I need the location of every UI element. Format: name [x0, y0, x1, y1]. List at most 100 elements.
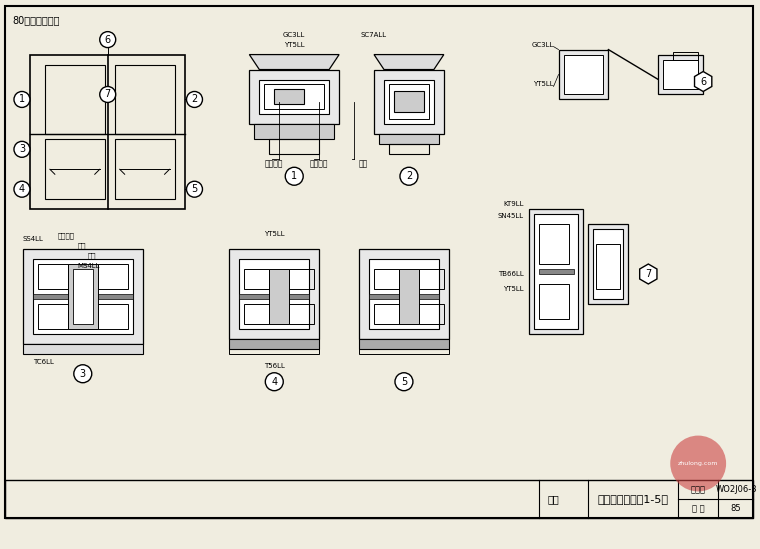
Circle shape [395, 373, 413, 391]
Bar [30, 54, 185, 209]
Bar [594, 229, 623, 299]
Bar [68, 264, 98, 329]
Circle shape [74, 365, 92, 383]
Text: 6: 6 [700, 76, 706, 87]
Bar [23, 249, 143, 344]
Text: 5: 5 [401, 377, 407, 386]
Polygon shape [249, 54, 339, 70]
Bar [588, 224, 629, 304]
Bar [539, 224, 568, 264]
Bar [673, 52, 698, 59]
Text: 80推拉窗（二）: 80推拉窗（二） [12, 15, 59, 25]
Bar [534, 214, 578, 329]
Bar [33, 294, 133, 299]
Bar [23, 344, 143, 354]
Polygon shape [374, 54, 444, 70]
Text: TB66LL: TB66LL [498, 271, 524, 277]
Bar [45, 65, 105, 135]
Bar [290, 304, 314, 324]
Text: 3: 3 [80, 369, 86, 379]
Bar [359, 339, 449, 349]
Bar [38, 304, 68, 329]
Bar [245, 269, 269, 289]
Text: SN45LL: SN45LL [498, 213, 524, 219]
Circle shape [100, 87, 116, 103]
Bar [597, 244, 620, 289]
Bar [249, 70, 339, 125]
Bar [264, 85, 325, 109]
Circle shape [265, 373, 283, 391]
Text: YT5LL: YT5LL [284, 42, 305, 48]
Bar [389, 144, 429, 154]
Polygon shape [640, 264, 657, 284]
Text: 1: 1 [19, 94, 25, 104]
Text: TC6LL: TC6LL [33, 359, 54, 365]
Bar [230, 249, 319, 339]
Text: WO2J06-3: WO2J06-3 [715, 485, 757, 495]
Bar [98, 264, 128, 289]
Bar [419, 269, 444, 289]
Text: 2: 2 [192, 94, 198, 104]
Circle shape [14, 92, 30, 108]
Bar [539, 269, 574, 274]
Text: 4: 4 [19, 184, 25, 194]
Text: 4: 4 [271, 377, 277, 386]
Circle shape [285, 167, 303, 185]
Bar [359, 349, 449, 354]
Text: zhulong.com: zhulong.com [678, 461, 718, 466]
Text: 3: 3 [19, 144, 25, 154]
Text: 密封胶条: 密封胶条 [309, 160, 328, 169]
Text: 6: 6 [105, 35, 111, 44]
Bar [374, 70, 444, 135]
Bar [394, 92, 424, 113]
Text: SS4LL: SS4LL [23, 236, 44, 242]
Bar [230, 349, 319, 354]
Bar [98, 304, 128, 329]
Circle shape [670, 435, 726, 491]
Bar [245, 304, 269, 324]
Text: YT5LL: YT5LL [533, 81, 553, 87]
Text: SC7ALL: SC7ALL [361, 32, 387, 38]
Bar [369, 259, 439, 329]
Text: KT9LL: KT9LL [503, 201, 524, 207]
Bar [359, 249, 449, 339]
Bar [45, 139, 105, 199]
Bar [563, 54, 603, 94]
Bar [269, 139, 319, 154]
Bar [389, 85, 429, 119]
Bar [539, 284, 568, 319]
Text: MS4LL: MS4LL [78, 263, 100, 269]
Bar [369, 294, 439, 299]
Polygon shape [695, 71, 712, 92]
Bar [399, 269, 419, 324]
Bar [5, 480, 753, 518]
Text: GC3LL: GC3LL [283, 32, 306, 38]
Bar [239, 259, 309, 329]
Bar [73, 269, 93, 324]
Bar [290, 269, 314, 289]
Bar [255, 125, 334, 139]
Text: 7: 7 [645, 269, 651, 279]
Text: 1: 1 [291, 171, 297, 181]
Text: 中空玻璃: 中空玻璃 [264, 160, 283, 169]
Text: 钢衬: 钢衬 [359, 160, 369, 169]
Text: 页 次: 页 次 [692, 505, 705, 513]
Text: 图名: 图名 [548, 495, 559, 505]
Text: 推拉窗框: 推拉窗框 [58, 233, 74, 239]
Text: 窗纱: 窗纱 [78, 243, 87, 249]
Text: 参考窗节点图（1-5）: 参考窗节点图（1-5） [598, 495, 669, 505]
Bar [384, 80, 434, 125]
Text: 85: 85 [731, 505, 742, 513]
Circle shape [186, 181, 202, 197]
Text: 毛条: 毛条 [87, 253, 97, 259]
Bar [38, 264, 68, 289]
Bar [115, 65, 175, 135]
Bar [230, 339, 319, 349]
Text: 图集号: 图集号 [691, 485, 706, 495]
Bar [259, 80, 329, 114]
Circle shape [400, 167, 418, 185]
Bar [419, 304, 444, 324]
Text: GC3LL: GC3LL [531, 42, 553, 48]
Circle shape [14, 181, 30, 197]
Text: 2: 2 [406, 171, 412, 181]
